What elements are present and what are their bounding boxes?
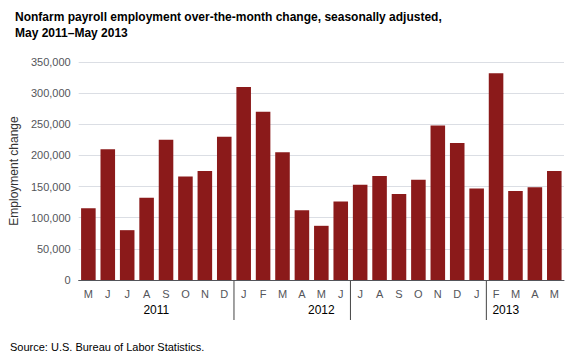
svg-text:M: M: [550, 288, 559, 300]
svg-text:A: A: [531, 288, 539, 300]
svg-text:250,000: 250,000: [31, 118, 71, 130]
svg-text:Employment change: Employment change: [7, 116, 21, 226]
svg-text:J: J: [474, 288, 480, 300]
svg-text:D: D: [220, 288, 228, 300]
svg-text:J: J: [357, 288, 363, 300]
svg-text:M: M: [278, 288, 287, 300]
svg-text:300,000: 300,000: [31, 87, 71, 99]
svg-text:200,000: 200,000: [31, 149, 71, 161]
svg-text:May 2011–May 2013: May 2011–May 2013: [15, 26, 128, 40]
svg-text:D: D: [453, 288, 461, 300]
svg-text:100,000: 100,000: [31, 212, 71, 224]
svg-text:A: A: [376, 288, 384, 300]
svg-text:F: F: [493, 288, 500, 300]
svg-text:F: F: [260, 288, 267, 300]
svg-text:S: S: [162, 288, 169, 300]
svg-text:J: J: [105, 288, 111, 300]
svg-text:S: S: [395, 288, 402, 300]
svg-text:N: N: [434, 288, 442, 300]
svg-text:N: N: [201, 288, 209, 300]
svg-text:2013: 2013: [492, 303, 519, 317]
svg-text:50,000: 50,000: [37, 243, 71, 255]
svg-text:Nonfarm payroll employment ove: Nonfarm payroll employment over-the-mont…: [15, 10, 442, 24]
svg-text:O: O: [414, 288, 423, 300]
svg-text:350,000: 350,000: [31, 56, 71, 68]
svg-text:J: J: [124, 288, 130, 300]
svg-text:M: M: [84, 288, 93, 300]
svg-text:150,000: 150,000: [31, 181, 71, 193]
svg-text:0: 0: [65, 274, 71, 286]
svg-text:2011: 2011: [143, 303, 169, 317]
svg-text:M: M: [317, 288, 326, 300]
svg-text:Source: U.S. Bureau of Labor S: Source: U.S. Bureau of Labor Statistics.: [10, 341, 204, 353]
svg-text:M: M: [511, 288, 520, 300]
svg-text:O: O: [181, 288, 190, 300]
svg-text:J: J: [338, 288, 344, 300]
svg-text:J: J: [241, 288, 247, 300]
svg-text:2012: 2012: [308, 303, 335, 317]
svg-text:A: A: [143, 288, 151, 300]
svg-text:A: A: [298, 288, 306, 300]
